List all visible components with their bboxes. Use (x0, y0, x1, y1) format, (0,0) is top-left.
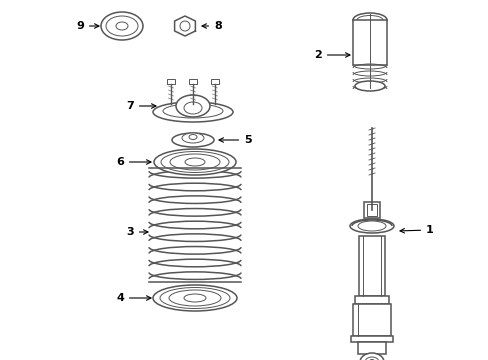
Ellipse shape (182, 133, 203, 143)
Bar (363, 202, 379, 218)
Bar (352, 20, 386, 65)
Bar (366, 204, 376, 216)
Text: 6: 6 (116, 157, 151, 167)
Bar (210, 79, 219, 84)
Ellipse shape (172, 133, 214, 147)
Ellipse shape (356, 15, 382, 24)
Ellipse shape (349, 219, 393, 233)
Bar (358, 236, 384, 296)
Bar (189, 79, 197, 84)
Ellipse shape (189, 135, 197, 140)
Ellipse shape (357, 221, 385, 231)
Bar (167, 79, 175, 84)
Ellipse shape (184, 158, 204, 166)
Text: 8: 8 (202, 21, 222, 31)
Ellipse shape (116, 22, 128, 30)
Ellipse shape (183, 294, 205, 302)
Bar (357, 342, 385, 354)
Ellipse shape (176, 95, 209, 117)
Text: 4: 4 (116, 293, 151, 303)
Ellipse shape (354, 81, 384, 91)
Bar (352, 304, 390, 336)
Circle shape (180, 21, 190, 31)
Ellipse shape (364, 357, 378, 360)
Ellipse shape (359, 353, 383, 360)
Ellipse shape (154, 149, 236, 175)
Ellipse shape (153, 285, 237, 311)
Bar (354, 296, 388, 304)
Text: 9: 9 (76, 21, 99, 31)
Text: 1: 1 (399, 225, 433, 235)
Text: 5: 5 (219, 135, 251, 145)
Text: 7: 7 (126, 101, 156, 111)
Text: 3: 3 (126, 227, 148, 237)
Ellipse shape (153, 102, 232, 122)
Ellipse shape (183, 102, 202, 114)
Ellipse shape (352, 13, 386, 27)
Text: 2: 2 (313, 50, 349, 60)
Ellipse shape (101, 12, 142, 40)
Bar (350, 336, 392, 342)
